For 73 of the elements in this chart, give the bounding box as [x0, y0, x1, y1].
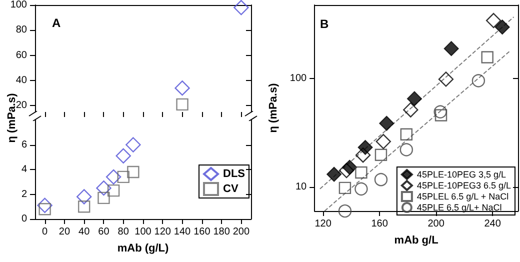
point: [234, 0, 249, 16]
point: [354, 182, 368, 196]
point: [481, 51, 494, 64]
legend-label: 45PLE-10PEG3 6.5 g/L: [416, 180, 512, 190]
point: [126, 137, 141, 152]
point: [96, 180, 112, 196]
point: [176, 98, 188, 111]
point: [117, 170, 130, 184]
point: [494, 20, 510, 35]
point: [338, 182, 352, 194]
point: [174, 80, 190, 96]
x-tick-label: 200: [232, 226, 250, 238]
y-tick-label: 4: [21, 164, 28, 175]
text: A: [52, 16, 61, 30]
point: [374, 148, 388, 161]
y-tick-label: 10: [295, 181, 308, 192]
legend-label: CV: [223, 183, 239, 195]
point: [376, 134, 391, 150]
text: B: [320, 17, 329, 31]
point: [403, 102, 418, 118]
point: [355, 148, 371, 163]
x-tick-label: 100: [134, 226, 152, 238]
point: [434, 109, 448, 122]
legend-label: 45PLEL 6.5 g/L + NaCl: [416, 192, 509, 202]
point: [444, 41, 459, 56]
point: [438, 72, 454, 87]
y-tick-label: 20: [16, 100, 28, 112]
point: [338, 162, 354, 178]
x-tick-label: 0: [42, 226, 48, 238]
point: [127, 166, 140, 178]
x-tick-label: 60: [98, 226, 110, 238]
legend-label: 45PLE-10PEG 3,5 g/L: [416, 170, 506, 180]
point: [116, 148, 131, 164]
y-tick-label: 60: [16, 50, 28, 61]
point: [355, 166, 368, 179]
point: [76, 189, 92, 204]
x-tick-label: 160: [194, 226, 211, 238]
point: [78, 200, 90, 213]
point: [434, 105, 447, 118]
y-axis-title: η (mPa.s): [268, 82, 280, 133]
x-tick-label: 180: [213, 226, 230, 238]
x-tick-label: 120: [314, 218, 332, 230]
point: [37, 198, 52, 213]
point: [406, 91, 422, 106]
point: [107, 184, 120, 197]
y-tick-label: 6: [21, 139, 28, 150]
point: [98, 192, 110, 204]
x-tick-label: 240: [484, 218, 502, 230]
x-tick-label: 20: [58, 226, 70, 238]
y-tick-label: 100: [10, 0, 28, 10]
point: [338, 204, 352, 218]
y-axis-title: η (mPa.s): [6, 92, 18, 143]
point: [400, 128, 413, 141]
x-tick-label: 200: [428, 218, 445, 230]
x-tick-label: 40: [78, 226, 90, 238]
legend-label: DLS: [223, 168, 245, 180]
point: [379, 116, 394, 131]
x-tick-label: 120: [154, 226, 172, 238]
point: [400, 143, 414, 156]
x-tick-label: 80: [118, 226, 130, 238]
x-tick-label: 160: [371, 218, 388, 230]
x-tick-label: 140: [174, 226, 192, 238]
y-tick-label: 80: [16, 24, 28, 36]
point: [374, 173, 388, 186]
point: [358, 140, 373, 155]
point: [106, 169, 122, 185]
x-axis-title: mAb g/L: [394, 234, 439, 246]
y-tick-label: 40: [16, 75, 28, 86]
point: [326, 166, 342, 182]
x-axis-title: mAb (g/L): [117, 242, 169, 254]
y-tick-label: 2: [21, 188, 28, 200]
point: [472, 74, 486, 88]
point: [486, 12, 502, 28]
